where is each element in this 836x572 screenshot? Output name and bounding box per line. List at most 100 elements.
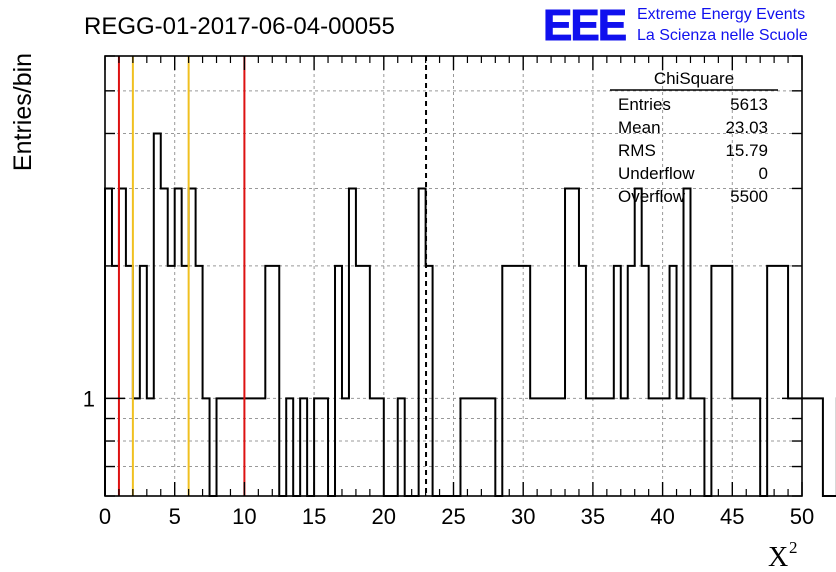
histogram-bin <box>481 398 488 496</box>
histogram-bin <box>767 266 774 496</box>
histogram-bin <box>419 188 426 496</box>
histogram-bin <box>168 266 175 496</box>
histogram-bin <box>370 398 377 496</box>
histogram-bars <box>104 132 836 497</box>
histogram-bin <box>607 398 614 496</box>
histogram-bin <box>732 398 739 496</box>
x-tick-label: 0 <box>99 504 111 529</box>
histogram-bin <box>816 398 823 496</box>
histogram-bin <box>335 266 342 496</box>
histogram-bin <box>774 266 781 496</box>
histogram-bin <box>272 266 279 496</box>
histogram-bin <box>642 266 649 496</box>
stats-box: ChiSquare Entries 5613 Mean 23.03 RMS 15… <box>610 69 778 206</box>
histogram-bin <box>377 398 384 496</box>
histogram-bin <box>467 398 474 496</box>
histogram-bin <box>286 398 293 496</box>
histogram-bin <box>244 398 251 496</box>
histogram-bin <box>711 266 718 496</box>
histogram-bin <box>781 266 788 496</box>
histogram-bin <box>718 266 725 496</box>
stats-label-underflow: Underflow <box>618 164 695 183</box>
chart-title: REGG-01-2017-06-04-00055 <box>84 13 395 40</box>
histogram-bin <box>516 266 523 496</box>
histogram-bin <box>663 398 670 496</box>
histogram-bin <box>265 266 272 496</box>
histogram-bin <box>690 398 697 496</box>
reference-lines <box>117 56 428 496</box>
histogram-bin <box>398 398 405 496</box>
histogram-bin <box>105 188 112 496</box>
histogram-bin <box>126 266 133 496</box>
histogram-bin <box>558 398 565 496</box>
histogram-bin <box>314 398 321 496</box>
histogram-bin <box>697 398 704 496</box>
histogram-bin <box>133 398 140 496</box>
histogram-bin <box>182 266 189 496</box>
histogram-bin <box>161 188 168 496</box>
histogram-outline <box>104 132 836 497</box>
x-tick-label: 35 <box>581 504 605 529</box>
histogram-bin <box>154 133 161 496</box>
histogram-bin <box>739 398 746 496</box>
histogram-bin <box>223 398 230 496</box>
stats-value-entries: 5613 <box>730 95 768 114</box>
branding-line2: La Scienza nelle Scuole <box>637 27 808 44</box>
stats-value-underflow: 0 <box>759 164 768 183</box>
x-axis-label: X <box>768 542 788 572</box>
eee-logo: EEE Extreme Energy Events La Scienza nel… <box>543 1 808 51</box>
histogram-bin <box>300 398 307 496</box>
histogram-bin <box>544 398 551 496</box>
histogram-bin <box>572 188 579 496</box>
histogram-bin <box>196 266 203 496</box>
y-axis-label: Entries/bin <box>9 53 37 171</box>
histogram-bin <box>217 398 224 496</box>
histogram-bin <box>189 188 196 496</box>
histogram-bin <box>258 398 265 496</box>
histogram-bin <box>670 266 677 496</box>
histogram-bin <box>488 398 495 496</box>
histogram-bin <box>809 398 816 496</box>
histogram-bin <box>230 398 237 496</box>
x-tick-label: 15 <box>302 504 326 529</box>
y-tick-label: 1 <box>83 386 95 411</box>
x-axis-label-superscript: 2 <box>789 538 798 557</box>
x-tick-label: 30 <box>511 504 535 529</box>
histogram-bin <box>140 266 147 496</box>
histogram-bin <box>502 266 509 496</box>
x-tick-label: 45 <box>720 504 744 529</box>
histogram-bin <box>649 398 656 496</box>
stats-value-overflow: 5500 <box>730 187 768 206</box>
histogram-bin <box>656 398 663 496</box>
histogram-bin <box>342 398 349 496</box>
histogram-bin <box>746 398 753 496</box>
histogram-bin <box>237 398 244 496</box>
histogram-bin <box>600 398 607 496</box>
stats-label-entries: Entries <box>618 95 671 114</box>
histogram-bin <box>586 398 593 496</box>
stats-label-mean: Mean <box>618 118 661 137</box>
eee-logo-text: EEE <box>543 1 626 50</box>
histogram-bin <box>614 266 621 496</box>
histogram-bin <box>635 188 642 496</box>
x-tick-label: 25 <box>441 504 465 529</box>
branding-line1: Extreme Energy Events <box>637 6 805 23</box>
x-tick-label: 50 <box>790 504 814 529</box>
histogram-bin <box>725 266 732 496</box>
histogram-bin <box>795 398 802 496</box>
histogram-bin <box>802 398 809 496</box>
stats-value-rms: 15.79 <box>725 141 768 160</box>
x-tick-label: 10 <box>232 504 256 529</box>
histogram-bin <box>551 398 558 496</box>
histogram-bin <box>621 398 628 496</box>
histogram-bin <box>523 266 530 496</box>
histogram-bin <box>474 398 481 496</box>
histogram-bin <box>349 188 356 496</box>
stats-label-rms: RMS <box>618 141 656 160</box>
histogram-bin <box>203 398 210 496</box>
stats-title: ChiSquare <box>654 69 734 88</box>
histogram-bin <box>788 398 795 496</box>
histogram-bin <box>363 266 370 496</box>
x-tick-label: 5 <box>169 504 181 529</box>
histogram-bin <box>175 188 182 496</box>
